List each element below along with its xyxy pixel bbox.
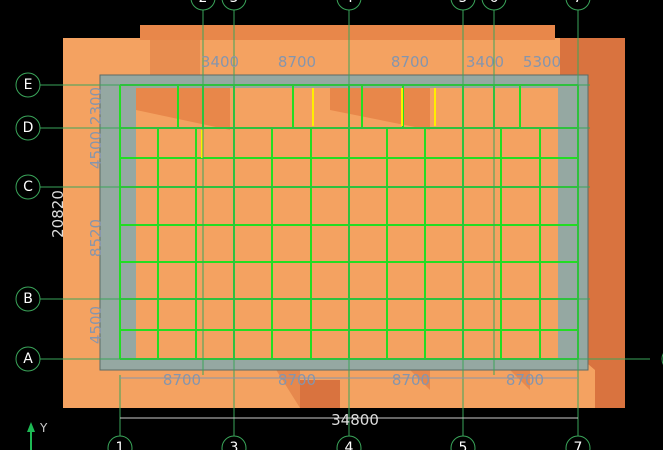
axis-label: B xyxy=(23,291,33,307)
axis-label: 3 xyxy=(230,440,239,450)
total-height: 20820 xyxy=(49,190,67,238)
axis-bubble: 5 xyxy=(450,435,476,450)
dimension: 8700 xyxy=(506,371,544,389)
axis-circle xyxy=(15,72,41,98)
axis-bubble: 3 xyxy=(221,0,247,11)
axis-label: 4 xyxy=(345,0,354,6)
dimension: 2300 xyxy=(87,87,105,125)
axis-bubble: 3 xyxy=(221,435,247,450)
axis-circle xyxy=(450,435,476,450)
axis-circle xyxy=(15,346,41,372)
axis-bubble: C xyxy=(15,174,41,200)
axis-circle xyxy=(221,435,247,450)
total-width: 34800 xyxy=(331,411,379,429)
axis-circle xyxy=(450,0,476,11)
dimension: 8700 xyxy=(392,371,430,389)
axis-circle xyxy=(221,0,247,11)
axis-label: 2 xyxy=(199,0,208,6)
dimension: 3400 xyxy=(466,53,504,71)
building xyxy=(63,25,625,408)
axis-bubble: 1 xyxy=(107,435,133,450)
axis-label: E xyxy=(24,77,33,93)
axis-bubble: B xyxy=(15,286,41,312)
axis-bubble: 6 xyxy=(481,0,507,11)
dimension: 8700 xyxy=(163,371,201,389)
axis-bubble: 4 xyxy=(336,0,362,11)
dimension: 4500 xyxy=(87,131,105,169)
axis-bubble: E xyxy=(15,72,41,98)
axis-circle xyxy=(565,0,591,11)
dimension: 8700 xyxy=(278,371,316,389)
axis-icon-arrow xyxy=(27,422,35,432)
axis-circle xyxy=(15,286,41,312)
axis-label: 1 xyxy=(116,440,125,450)
axis-label: 5 xyxy=(459,0,468,6)
axis-bubble: 7 xyxy=(565,0,591,11)
axis-bubble: 4 xyxy=(336,435,362,450)
axis-label: 6 xyxy=(490,0,499,6)
axis-label: 7 xyxy=(574,440,583,450)
axis-label: 3 xyxy=(230,0,239,6)
axis-label: 5 xyxy=(459,440,468,450)
dimension: 8520 xyxy=(87,219,105,257)
dimension: 5300 xyxy=(523,53,561,71)
axis-bubble: D xyxy=(15,115,41,141)
grid-axes: 2 3 4 5 6 7 1 3 4 5 7 E D C B A 3400 8700 8700 3400 5300 2300… xyxy=(15,0,663,450)
axis-label: D xyxy=(23,120,34,136)
axis-circle xyxy=(336,435,362,450)
axis-circle xyxy=(107,435,133,450)
axis-bubble: 7 xyxy=(565,435,591,450)
axis-circle xyxy=(190,0,216,11)
axis-label: 7 xyxy=(574,0,583,6)
axis-circle xyxy=(15,115,41,141)
axis-label: A xyxy=(23,351,33,367)
dimension: 3400 xyxy=(201,53,239,71)
axis-label: 4 xyxy=(345,440,354,450)
axis-circle xyxy=(481,0,507,11)
axis-label: C xyxy=(23,179,33,195)
axis-circle xyxy=(336,0,362,11)
axis-circle xyxy=(565,435,591,450)
dimension: 8700 xyxy=(391,53,429,71)
dimension: 4500 xyxy=(87,306,105,344)
axis-icon-label: Y xyxy=(39,421,48,435)
axis-bubble: 5 xyxy=(450,0,476,11)
axis-bubble: 2 xyxy=(190,0,216,11)
dimension: 8700 xyxy=(278,53,316,71)
axis-bubble: A xyxy=(15,346,41,372)
axis-circle xyxy=(15,174,41,200)
